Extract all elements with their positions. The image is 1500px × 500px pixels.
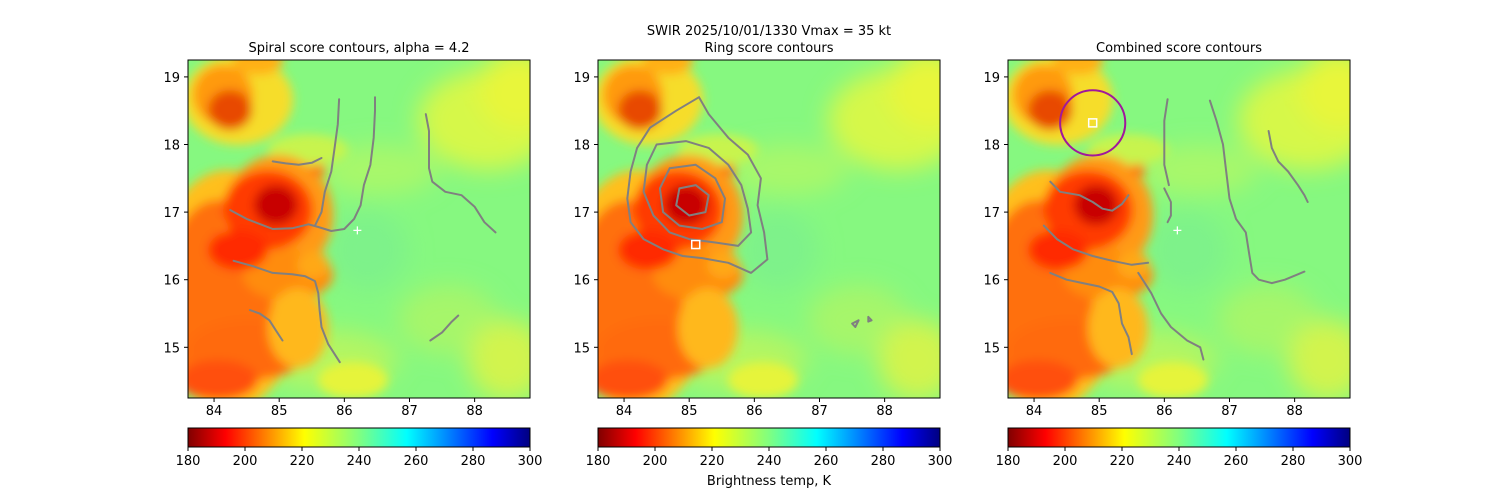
contour-line — [1137, 271, 1205, 361]
panel-ring: Ring score contours 84 85 86 87 88 15 16 17 18 19… — [563, 41, 968, 489]
panel-title: Spiral score contours, alpha = 4.2 — [248, 41, 469, 56]
contour-line — [867, 315, 873, 323]
colorbar-gradient — [597, 427, 941, 448]
contour-line — [232, 259, 341, 364]
plot-area — [563, 45, 968, 410]
colorbar-gradient — [1007, 427, 1351, 448]
panel-title: Ring score contours — [704, 41, 833, 56]
y-tick-label: 16 — [163, 274, 180, 289]
contour-line — [248, 309, 284, 342]
colorbar-tick-label: 220 — [290, 454, 315, 469]
y-tick-label: 15 — [163, 341, 180, 356]
colorbar: 180 200 220 240 260 280 300 — [176, 427, 543, 469]
colorbar-tick-label: 220 — [1110, 454, 1135, 469]
y-tick-label: 16 — [983, 274, 1000, 289]
y-tick-label: 18 — [163, 139, 180, 154]
x-tick-label: 88 — [1286, 404, 1303, 419]
contour-line — [1049, 180, 1130, 212]
contour-line — [314, 98, 341, 227]
y-tick-label: 15 — [573, 341, 590, 356]
plot-frame — [1007, 59, 1351, 399]
y-tick-label: 19 — [573, 71, 590, 86]
colorbar-tick-label: 260 — [1224, 454, 1249, 469]
colorbar-tick-label: 180 — [176, 454, 201, 469]
contour-line — [1267, 130, 1309, 203]
y-tick-label: 19 — [163, 71, 180, 86]
figure-title: SWIR 2025/10/01/1330 Vmax = 35 kt — [647, 24, 891, 39]
contour-line — [675, 184, 710, 217]
x-tick-label: 88 — [876, 404, 893, 419]
colorbar-tick-label: 300 — [928, 454, 953, 469]
contour-line — [229, 96, 376, 232]
colorbar-tick-label: 240 — [757, 454, 782, 469]
colorbar: 180 200 220 240 260 280 300 Brightness temp, K — [586, 427, 953, 489]
contour-line — [1208, 99, 1306, 285]
contour-line — [1049, 271, 1133, 356]
plot-area — [973, 45, 1378, 410]
center-plus-marker — [1173, 226, 1182, 235]
colorbar-tick-label: 220 — [700, 454, 725, 469]
x-tick-label: 86 — [336, 404, 353, 419]
x-tick-label: 86 — [1156, 404, 1173, 419]
x-tick-label: 85 — [1091, 404, 1108, 419]
contour-line — [1042, 224, 1150, 266]
x-tick-label: 88 — [466, 404, 483, 419]
contour-line — [642, 140, 753, 247]
contour-line — [1163, 98, 1170, 187]
contour-line — [658, 163, 726, 230]
center-square-marker — [1087, 118, 1098, 128]
contour-line — [424, 113, 497, 234]
center-plus-marker — [353, 226, 362, 235]
colorbar-tick-label: 260 — [814, 454, 839, 469]
search-circle — [1059, 89, 1127, 157]
colorbar-tick-label: 180 — [586, 454, 611, 469]
x-tick-label: 86 — [746, 404, 763, 419]
colorbar-tick-label: 280 — [871, 454, 896, 469]
y-tick-label: 16 — [573, 274, 590, 289]
contour-line — [429, 314, 460, 342]
y-tick-label: 17 — [573, 206, 590, 221]
y-tick-label: 18 — [983, 139, 1000, 154]
colorbar-tick-label: 260 — [404, 454, 429, 469]
plot-frame — [597, 59, 941, 399]
colorbar-tick-label: 240 — [347, 454, 372, 469]
y-tick-label: 17 — [983, 206, 1000, 221]
x-tick-label: 85 — [271, 404, 288, 419]
colorbar-tick-label: 300 — [1338, 454, 1363, 469]
y-tick-label: 19 — [983, 71, 1000, 86]
contour-line — [626, 96, 769, 274]
x-tick-label: 85 — [681, 404, 698, 419]
panel-title: Combined score contours — [1096, 41, 1262, 56]
colorbar-tick-label: 300 — [518, 454, 543, 469]
panel-spiral: Spiral score contours, alpha = 4.2 84 85 8… — [153, 41, 558, 469]
contour-line — [271, 157, 323, 166]
center-square-marker — [690, 239, 701, 250]
colorbar: 180 200 220 240 260 280 300 — [996, 427, 1363, 469]
colorbar-tick-label: 200 — [643, 454, 668, 469]
x-tick-label: 84 — [616, 404, 633, 419]
colorbar-tick-label: 280 — [1281, 454, 1306, 469]
colorbar-tick-label: 180 — [996, 454, 1021, 469]
plot-frame — [187, 59, 531, 399]
colorbar-tick-label: 280 — [461, 454, 486, 469]
y-tick-label: 18 — [573, 139, 590, 154]
x-tick-label: 87 — [811, 404, 828, 419]
x-tick-label: 87 — [401, 404, 418, 419]
colorbar-label: Brightness temp, K — [707, 474, 832, 489]
y-tick-label: 17 — [163, 206, 180, 221]
panel-combined: Combined score contours 84 85 86 87 88 15 16 17… — [973, 41, 1378, 469]
colorbar-tick-label: 240 — [1167, 454, 1192, 469]
x-tick-label: 84 — [1026, 404, 1043, 419]
x-tick-label: 87 — [1221, 404, 1238, 419]
colorbar-tick-label: 200 — [1053, 454, 1078, 469]
y-tick-label: 15 — [983, 341, 1000, 356]
contour-line — [1163, 187, 1172, 224]
plot-area — [153, 45, 558, 410]
contour-line — [851, 319, 860, 328]
colorbar-tick-label: 200 — [233, 454, 258, 469]
x-tick-label: 84 — [206, 404, 223, 419]
colorbar-gradient — [187, 427, 531, 448]
